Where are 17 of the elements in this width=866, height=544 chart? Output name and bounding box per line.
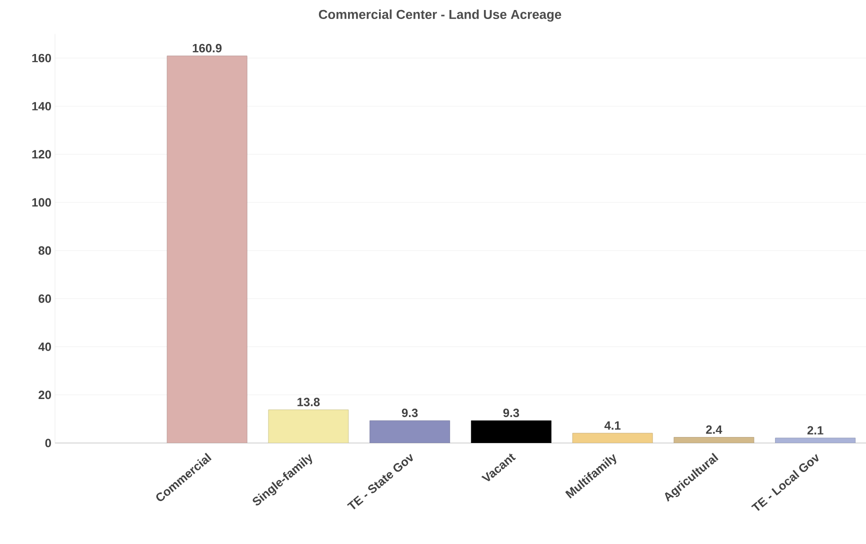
y-tick-label: 120 [32,150,51,159]
y-tick-label: 20 [38,390,51,400]
data-label: 4.1 [604,421,621,430]
y-tick-label: 160 [32,54,51,62]
y-tick-label: 0 [45,438,51,448]
data-label: 2.4 [706,425,722,434]
data-label: 9.3 [402,408,418,418]
y-tick-label: 60 [38,294,51,303]
y-tick-label: 80 [38,246,51,255]
y-tick-label: 40 [38,342,51,351]
data-label: 2.1 [807,426,824,434]
data-label: 13.8 [298,398,320,406]
y-tick-label: 140 [32,102,51,110]
data-label: 9.3 [503,408,520,418]
chart-title: Commercial Center - Land Use Acreage [318,10,562,22]
y-tick-label: 100 [32,198,51,207]
data-label: 160.9 [192,44,222,52]
